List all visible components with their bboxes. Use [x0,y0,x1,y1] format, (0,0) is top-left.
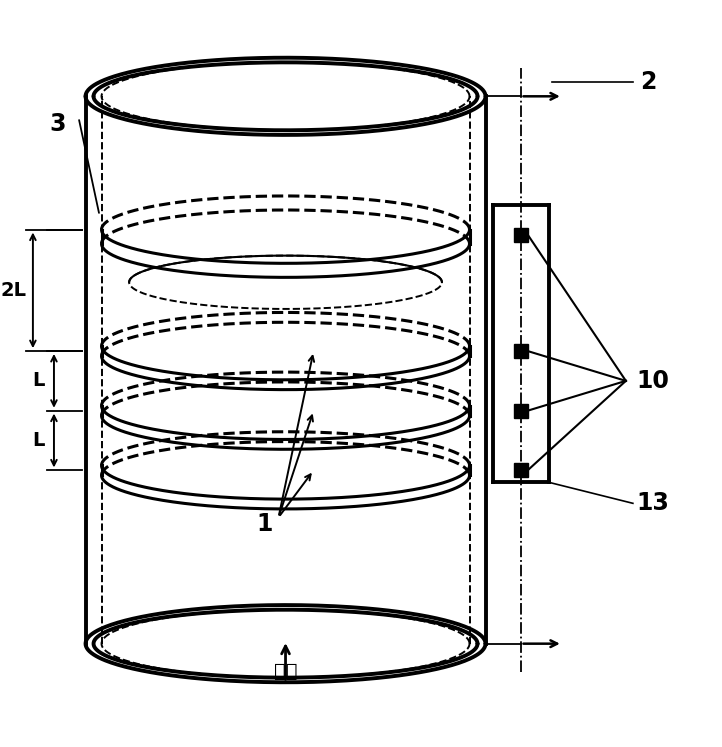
Bar [513,344,528,358]
Text: 10: 10 [636,369,669,393]
Text: L: L [32,371,45,391]
Text: 2L: 2L [0,281,26,300]
Text: 粉料: 粉料 [274,663,297,681]
Bar [513,228,528,241]
Text: 1: 1 [256,512,273,536]
Bar [513,463,528,477]
Text: 3: 3 [49,112,66,137]
Text: 13: 13 [636,492,669,515]
Text: L: L [32,431,45,450]
Text: 2: 2 [640,70,656,94]
Bar [513,403,528,418]
